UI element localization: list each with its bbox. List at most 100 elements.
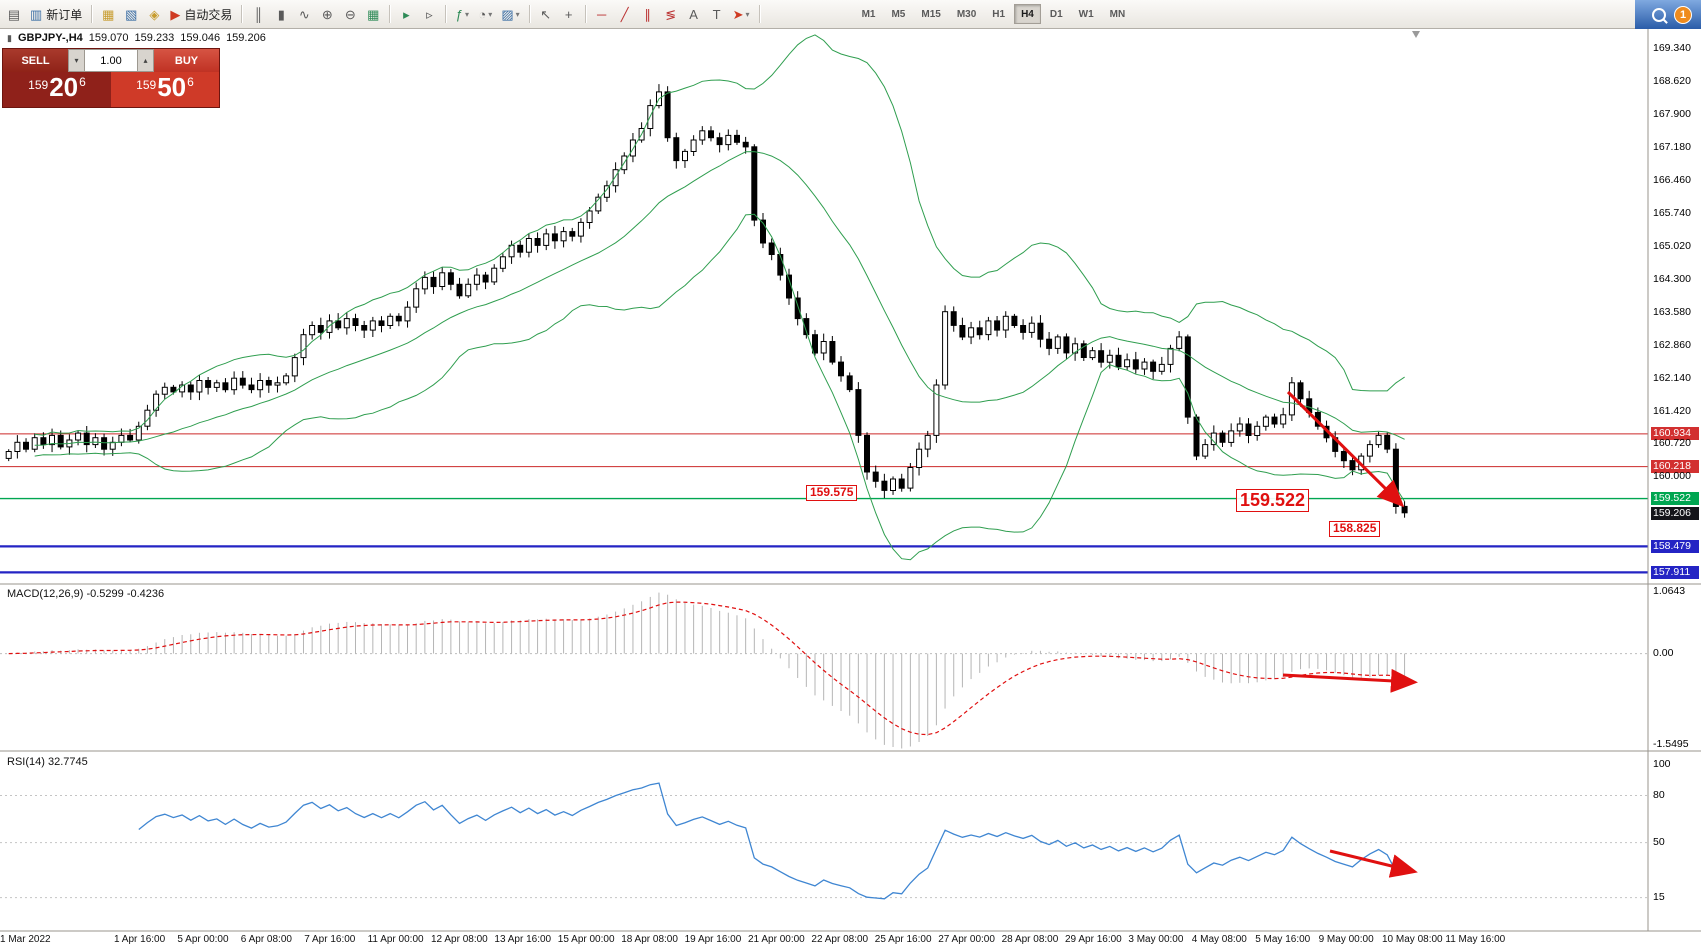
arrows-tool-icon: ➤: [732, 6, 744, 22]
sell-price[interactable]: 159 20 6: [3, 72, 111, 107]
buy-price-big: 50: [157, 72, 187, 102]
dropdown-icon: ▾: [464, 9, 469, 19]
chart-shift-icon: ▹: [426, 6, 433, 22]
buy-price-prefix: 159: [136, 78, 157, 92]
timeframe-W1[interactable]: W1: [1072, 4, 1101, 24]
price-axis-label: 157.911: [1651, 565, 1699, 579]
sell-price-prefix: 159: [28, 78, 49, 92]
price-axis-label: 100: [1653, 757, 1671, 770]
price-axis-label: 161.420: [1653, 405, 1691, 418]
new-chart-button[interactable]: ▤: [3, 3, 25, 25]
candlestick-chart-button[interactable]: ▮: [270, 3, 292, 25]
zoom-in-icon: ⊕: [321, 6, 333, 22]
lot-increment-button[interactable]: ▴: [137, 49, 154, 72]
periods-button[interactable]: ◔ ▾: [474, 3, 496, 25]
dropdown-icon: ▾: [745, 9, 750, 19]
price-axis-label: 0.00: [1653, 647, 1674, 660]
data-window-button[interactable]: ▧: [120, 3, 142, 25]
cursor-tool-button[interactable]: ↖: [535, 3, 557, 25]
zoom-out-icon: ⊖: [344, 6, 356, 22]
trendline-icon: ╱: [620, 6, 629, 22]
chart-shift-button[interactable]: ▹: [418, 3, 440, 25]
auto-scroll-button[interactable]: ▸: [395, 3, 417, 25]
lot-decrement-button[interactable]: ▾: [68, 49, 85, 72]
autotrading-button[interactable]: ▶ 自动交易: [166, 3, 236, 25]
templates-button[interactable]: ▨ ▾: [497, 3, 523, 25]
zoom-out-button[interactable]: ⊖: [339, 3, 361, 25]
new-order-icon: ▥: [30, 6, 43, 22]
crosshair-tool-button[interactable]: +: [558, 3, 580, 25]
indicators-icon: ƒ: [455, 6, 463, 22]
market-watch-button[interactable]: ▦: [97, 3, 119, 25]
one-click-trading-panel: SELL ▾ ▴ BUY 159 20 6 159 50 6: [2, 48, 220, 108]
timeframe-D1[interactable]: D1: [1043, 4, 1070, 24]
price-annotation[interactable]: 158.825: [1329, 521, 1381, 537]
buy-price[interactable]: 159 50 6: [111, 72, 219, 107]
price-scale[interactable]: 169.340 168.620 167.900 167.180 166.460 165.7…: [1651, 0, 1700, 950]
price-axis-label: 168.620: [1653, 75, 1691, 88]
navigator-button[interactable]: ◈: [143, 3, 165, 25]
sell-button[interactable]: SELL: [3, 49, 68, 72]
price-annotation[interactable]: 159.522: [1236, 489, 1310, 512]
label-tool-button[interactable]: T: [706, 3, 728, 25]
rsi-label: RSI(14) 32.7745: [7, 756, 88, 768]
buy-label: BUY: [174, 54, 199, 67]
new-order-button[interactable]: ▥ 新订单: [26, 3, 86, 25]
price-axis-label: 162.860: [1653, 339, 1691, 352]
price-annotation[interactable]: 159.575: [806, 485, 858, 501]
crosshair-icon: +: [564, 6, 573, 22]
titlebar-corner: 1: [1635, 0, 1701, 29]
new-chart-icon: ▤: [7, 6, 21, 22]
trendline-tool-button[interactable]: ╱: [614, 3, 636, 25]
channel-icon: ∥: [644, 6, 651, 22]
sell-price-sup: 6: [79, 75, 86, 89]
fibonacci-tool-button[interactable]: ≶: [660, 3, 682, 25]
price-axis-label: 1.0643: [1653, 584, 1686, 597]
data-window-icon: ▧: [125, 6, 138, 22]
ohlc-high: 159.233: [134, 32, 175, 44]
price-axis-label: 164.300: [1653, 273, 1691, 286]
timeframe-M1[interactable]: M1: [855, 4, 883, 24]
bar-chart-button[interactable]: ║: [247, 3, 269, 25]
price-axis-label: 166.460: [1653, 174, 1691, 187]
autotrading-icon: ▶: [170, 6, 181, 22]
timeframe-M5[interactable]: M5: [884, 4, 912, 24]
line-chart-button[interactable]: ∿: [293, 3, 315, 25]
notification-badge[interactable]: 1: [1674, 5, 1692, 24]
price-axis-label: 165.740: [1653, 207, 1691, 220]
search-icon[interactable]: [1652, 7, 1666, 22]
tile-windows-button[interactable]: ▦: [362, 3, 384, 25]
timeframe-H1[interactable]: H1: [985, 4, 1012, 24]
candlestick-chart-icon: ▮: [277, 6, 285, 22]
price-axis-label: 160.720: [1653, 437, 1691, 450]
tile-windows-icon: ▦: [367, 6, 380, 22]
toolbar-separator: [584, 5, 586, 23]
channel-tool-button[interactable]: ∥: [637, 3, 659, 25]
cursor-icon: ↖: [540, 6, 552, 22]
indicators-button[interactable]: ƒ ▾: [451, 3, 473, 25]
toolbar-separator: [445, 5, 447, 23]
buy-button[interactable]: BUY: [154, 49, 219, 72]
timeframe-M30[interactable]: M30: [950, 4, 983, 24]
lot-size-input[interactable]: [85, 49, 137, 72]
chart-icon: ▮: [7, 32, 12, 43]
horizontal-line-icon: ─: [597, 6, 607, 22]
timeframe-M15[interactable]: M15: [914, 4, 947, 24]
dropdown-icon: ▾: [488, 9, 493, 19]
timeframe-MN[interactable]: MN: [1103, 4, 1133, 24]
rsi-trend-arrow[interactable]: [1329, 849, 1418, 878]
app-toolbar: ▤ ▥ 新订单 ▦ ▧ ◈ ▶ 自动交易 ║ ▮ ∿ ⊕ ⊖ ▦ ▸ ▹ ƒ ▾ …: [0, 0, 1701, 29]
main-trend-arrow[interactable]: [1286, 390, 1405, 508]
macd-trend-arrow[interactable]: [1282, 668, 1418, 693]
arrows-tool-button[interactable]: ➤ ▾: [729, 3, 754, 25]
zoom-in-button[interactable]: ⊕: [316, 3, 338, 25]
text-tool-button[interactable]: A: [683, 3, 705, 25]
horizontal-line-tool-button[interactable]: ─: [591, 3, 613, 25]
price-axis-label: 15: [1653, 891, 1665, 904]
price-axis-label: 158.479: [1651, 539, 1699, 553]
timeframe-H4[interactable]: H4: [1014, 4, 1041, 24]
new-order-label: 新订单: [46, 7, 83, 22]
price-axis-label: 162.140: [1653, 372, 1691, 385]
